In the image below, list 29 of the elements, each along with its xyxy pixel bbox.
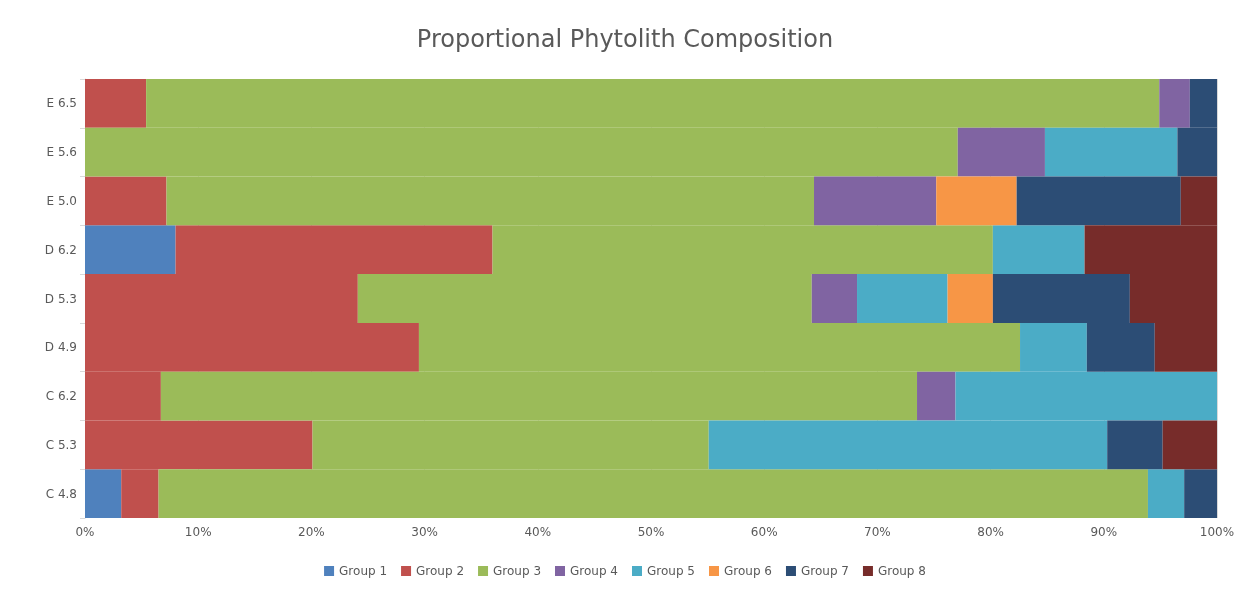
y-tick-label: D 6.2 — [44, 242, 77, 257]
x-tick-label: 50% — [637, 525, 665, 539]
y-tick-label: C 4.8 — [45, 486, 77, 501]
y-tick-label: E 6.5 — [46, 96, 77, 111]
x-tick-label: 0% — [75, 525, 95, 539]
y-tick-label: E 5.0 — [46, 193, 77, 208]
x-tick-label: 80% — [977, 525, 1004, 539]
legend-label: Group 2 — [416, 564, 465, 578]
legend-label: Group 7 — [800, 564, 849, 578]
x-tick-label: 40% — [524, 525, 552, 539]
legend-label: Group 8 — [877, 564, 926, 578]
x-tick-label: 20% — [298, 525, 325, 539]
y-tick-label: C 5.3 — [45, 437, 77, 452]
y-tick-label: C 6.2 — [45, 389, 77, 404]
x-tick-label: 100% — [1199, 525, 1235, 539]
x-tick-label: 30% — [411, 525, 438, 539]
legend-label: Group 6 — [723, 564, 772, 578]
y-tick-label: D 5.3 — [44, 291, 77, 306]
legend-label: Group 1 — [339, 564, 388, 578]
y-tick-label: D 4.9 — [44, 340, 77, 355]
chart-title: Proportional Phytolith Composition — [416, 25, 834, 53]
x-tick-label: 10% — [184, 525, 212, 539]
y-tick-label: E 5.6 — [46, 145, 77, 160]
legend-label: Group 4 — [570, 564, 618, 578]
legend-label: Group 3 — [493, 564, 542, 578]
x-tick-label: 60% — [750, 525, 778, 539]
x-tick-label: 90% — [1090, 525, 1118, 539]
legend-label: Group 5 — [647, 564, 695, 578]
x-tick-label: 70% — [864, 525, 891, 539]
